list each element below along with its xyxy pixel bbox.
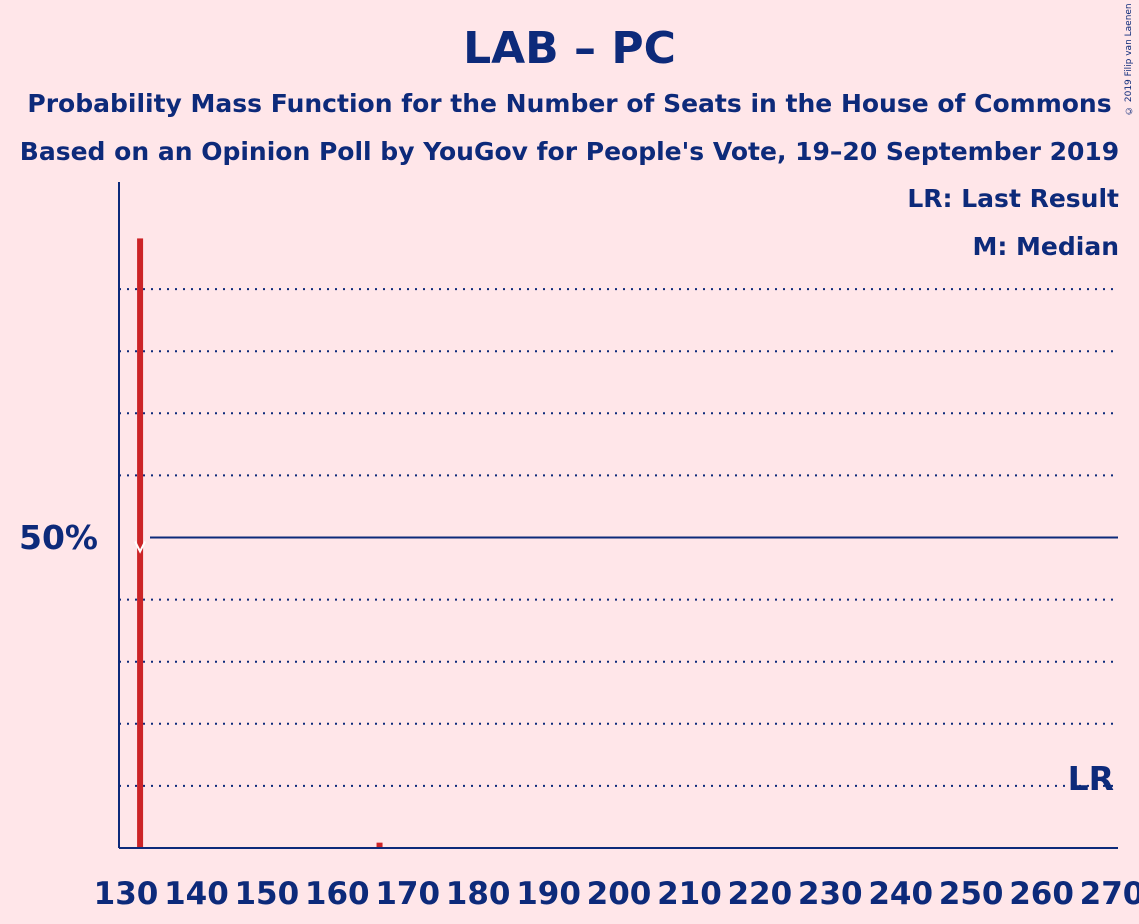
x-tick-label: 140 — [164, 876, 229, 912]
chart-title: LAB – PC — [463, 23, 676, 74]
x-tick-label: 170 — [375, 876, 440, 912]
x-tick-label: 180 — [446, 876, 511, 912]
x-tick-label: 130 — [94, 876, 159, 912]
fifty-percent-label: 50% — [19, 518, 98, 557]
chart-subtitle-2: Based on an Opinion Poll by YouGov for P… — [19, 137, 1120, 166]
x-tick-label: 190 — [516, 876, 581, 912]
legend-last-result: LR: Last Result — [907, 184, 1119, 213]
x-tick-label: 160 — [305, 876, 370, 912]
legend-median: M: Median — [972, 232, 1119, 261]
median-marker — [134, 541, 146, 554]
x-tick-label: 260 — [1009, 876, 1074, 912]
x-tick-labels: 130 140 150 160 170 180 190 200 210 220 230 240 250 2… — [94, 876, 1139, 912]
bar — [137, 238, 144, 848]
chart-subtitle-1: Probability Mass Function for the Number… — [27, 89, 1112, 118]
x-tick-label: 150 — [234, 876, 299, 912]
x-tick-label: 210 — [657, 876, 722, 912]
last-result-label: LR — [1068, 759, 1114, 798]
x-tick-label: 200 — [587, 876, 652, 912]
x-tick-label: 270 — [1080, 876, 1139, 912]
x-tick-label: 250 — [939, 876, 1004, 912]
x-tick-label: 240 — [868, 876, 933, 912]
bar — [376, 842, 383, 847]
median-arrow — [134, 541, 146, 554]
bars — [137, 238, 383, 848]
x-tick-label: 230 — [798, 876, 863, 912]
gridlines — [119, 288, 1118, 787]
x-tick-label: 220 — [727, 876, 792, 912]
